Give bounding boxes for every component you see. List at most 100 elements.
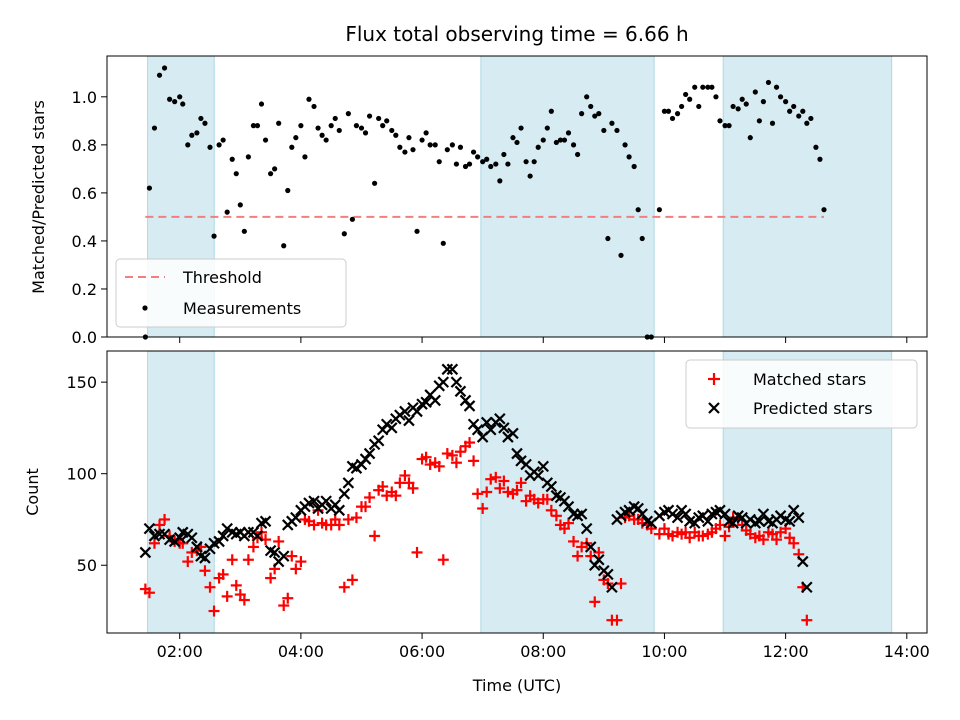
matched-star-marker [186,546,198,558]
measurement-point [497,178,503,184]
measurement-point [207,144,213,150]
matched-star-marker [182,556,194,568]
top-y-tick-label: 0.6 [72,184,97,203]
predicted-star-marker [454,385,467,398]
measurement-point [505,161,511,167]
matched-star-marker [154,519,166,531]
measurement-point [224,209,230,215]
measurement-point [194,130,200,136]
predicted-star-marker [259,515,272,528]
threshold-legend-label: Threshold [182,268,262,287]
measurement-point [241,228,247,234]
predicted-star-marker [562,500,575,513]
matched-star-marker [369,530,381,542]
predicted-star-marker [173,532,186,544]
bottom-legend: Matched stars Predicted stars [685,359,918,429]
measurement-point [397,144,403,150]
matched-star-marker [563,517,575,529]
bottom-axis-ticks: 50 100 150 02:00 04:00 06:00 08:00 10:00 12:00 14… [66,373,929,661]
measurement-point [298,123,304,129]
predicted-star-marker [507,427,519,440]
predicted-star-marker [593,553,605,566]
measurement-point [769,120,776,126]
measurement-point [592,113,598,119]
matched-star-marker [159,513,171,525]
predicted-star-marker [537,460,550,473]
predicted-star-marker [308,495,320,507]
matched-star-marker [684,532,696,544]
measurement-point [579,111,585,117]
measurement-point [216,142,222,148]
measurement-point [480,159,486,165]
measurement-point [631,163,637,170]
predicted-star-marker [411,405,423,418]
measurement-point [622,142,628,148]
measurement-point [808,115,814,122]
predicted-star-marker [320,495,332,507]
predicted-star-marker [679,508,692,520]
measurement-point [436,159,442,165]
bottom-panel: 50 100 150 02:00 04:00 06:00 08:00 10:00 12:00 14… [23,350,930,695]
matched-star-marker [801,614,813,626]
measurement-point [618,252,624,258]
matched-legend-swatch [708,373,720,385]
measurement-point [462,163,469,170]
matched-star-marker [515,477,527,489]
measurement-point [783,99,789,105]
predicted-star-marker [143,522,156,535]
measurement-point [177,94,183,100]
measurement-point [523,159,529,165]
matched-star-marker [490,471,502,483]
predicted-star-marker [545,480,558,493]
predicted-star-marker [606,581,618,593]
measurement-point [198,115,204,122]
bottom-y-axis-label: Count [23,468,42,516]
measurement-point [796,113,802,119]
matched-star-marker [342,513,354,525]
matched-star-marker [377,481,389,493]
measurement-point [747,135,753,141]
matched-legend-label: Matched stars [753,370,866,389]
matched-star-marker [290,563,302,575]
measurement-point [440,240,446,246]
top-legend-box [115,258,347,328]
top-axis-ticks: 0.0 0.2 0.4 0.6 0.8 1.0 [72,88,908,347]
measurement-point [679,103,685,110]
matched-star-marker [446,449,458,461]
x-tick-label: 10:00 [641,642,687,661]
measurement-point [565,130,572,136]
predicted-star-marker [268,546,281,559]
matched-star-marker [472,488,484,500]
predicted-star-marker [242,526,255,539]
measurement-point [817,156,823,162]
measurement-point [315,125,321,131]
measurement-point [328,123,334,129]
matched-star-marker [498,475,510,487]
measurement-point [393,132,399,138]
predicted-star-marker [290,511,302,524]
measurement-point [319,132,325,138]
measurement-point [211,233,217,239]
matched-star-marker [481,486,493,498]
measurement-point [427,142,433,148]
matched-star-marker [204,581,216,593]
measurement-point [735,106,741,112]
measurement-point [285,187,291,194]
matched-star-marker [511,484,523,496]
measurement-point [262,137,269,143]
measurement-point [366,113,373,119]
top-axes-frame [106,55,928,338]
bottom-y-tick-label: 50 [77,556,97,575]
measurement-point [656,207,662,213]
measurement-point [229,156,235,162]
measurement-point [665,108,672,114]
matched-star-marker [221,590,233,602]
measurement-point [466,161,473,167]
predicted-star-marker [575,508,588,520]
measurement-point [267,171,274,177]
predicted-star-marker [199,552,211,564]
measurement-point [258,101,265,107]
measurement-point [588,103,594,110]
matched-star-marker [757,534,769,546]
predicted-star-marker [792,511,805,524]
